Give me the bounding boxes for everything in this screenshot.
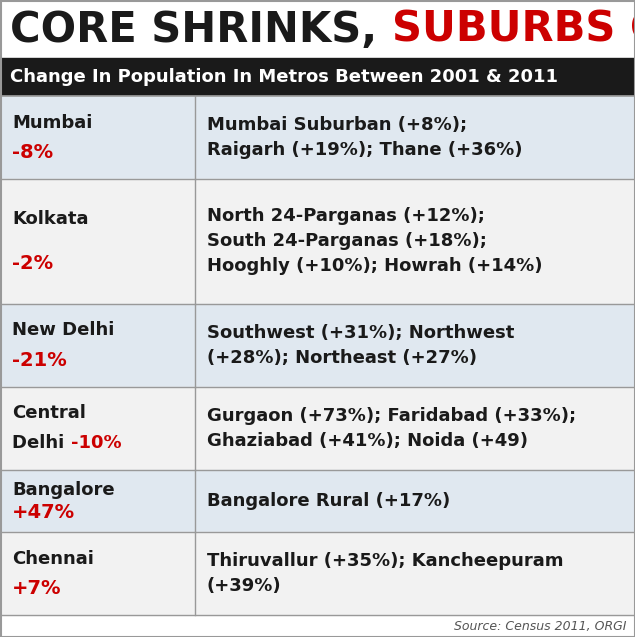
Bar xyxy=(0,58,635,96)
Text: Mumbai Suburban (+8%);
Raigarh (+19%); Thane (+36%): Mumbai Suburban (+8%); Raigarh (+19%); T… xyxy=(207,116,523,159)
Text: -8%: -8% xyxy=(12,143,53,162)
Text: Kolkata: Kolkata xyxy=(12,210,88,228)
Text: +47%: +47% xyxy=(12,503,75,522)
Bar xyxy=(0,179,635,304)
Bar xyxy=(0,387,635,469)
Text: CORE SHRINKS,: CORE SHRINKS, xyxy=(10,9,392,51)
Text: Gurgaon (+73%); Faridabad (+33%);
Ghaziabad (+41%); Noida (+49): Gurgaon (+73%); Faridabad (+33%); Ghazia… xyxy=(207,406,576,450)
Bar xyxy=(0,96,635,179)
Bar xyxy=(0,532,635,615)
Text: Bangalore: Bangalore xyxy=(12,480,115,499)
Text: Delhi: Delhi xyxy=(12,434,70,452)
Text: -10%: -10% xyxy=(70,434,121,452)
Bar xyxy=(0,469,635,532)
Text: Southwest (+31%); Northwest
(+28%); Northeast (+27%): Southwest (+31%); Northwest (+28%); Nort… xyxy=(207,324,514,367)
Text: SUBURBS GROW: SUBURBS GROW xyxy=(392,9,635,51)
Text: Source: Census 2011, ORGI: Source: Census 2011, ORGI xyxy=(455,620,627,633)
Text: Mumbai: Mumbai xyxy=(12,113,92,132)
Bar xyxy=(0,304,635,387)
Text: -2%: -2% xyxy=(12,254,53,273)
Text: New Delhi: New Delhi xyxy=(12,321,114,339)
Text: Change In Population In Metros Between 2001 & 2011: Change In Population In Metros Between 2… xyxy=(10,68,558,86)
Text: Thiruvallur (+35%); Kancheepuram
(+39%): Thiruvallur (+35%); Kancheepuram (+39%) xyxy=(207,552,563,595)
Text: North 24-Parganas (+12%);
South 24-Parganas (+18%);
Hooghly (+10%); Howrah (+14%: North 24-Parganas (+12%); South 24-Parga… xyxy=(207,207,542,275)
Text: Chennai: Chennai xyxy=(12,550,94,568)
Text: -21%: -21% xyxy=(12,350,67,369)
Text: Bangalore Rural (+17%): Bangalore Rural (+17%) xyxy=(207,492,450,510)
Text: Central: Central xyxy=(12,404,86,422)
Bar xyxy=(0,0,635,58)
Text: +7%: +7% xyxy=(12,579,62,598)
